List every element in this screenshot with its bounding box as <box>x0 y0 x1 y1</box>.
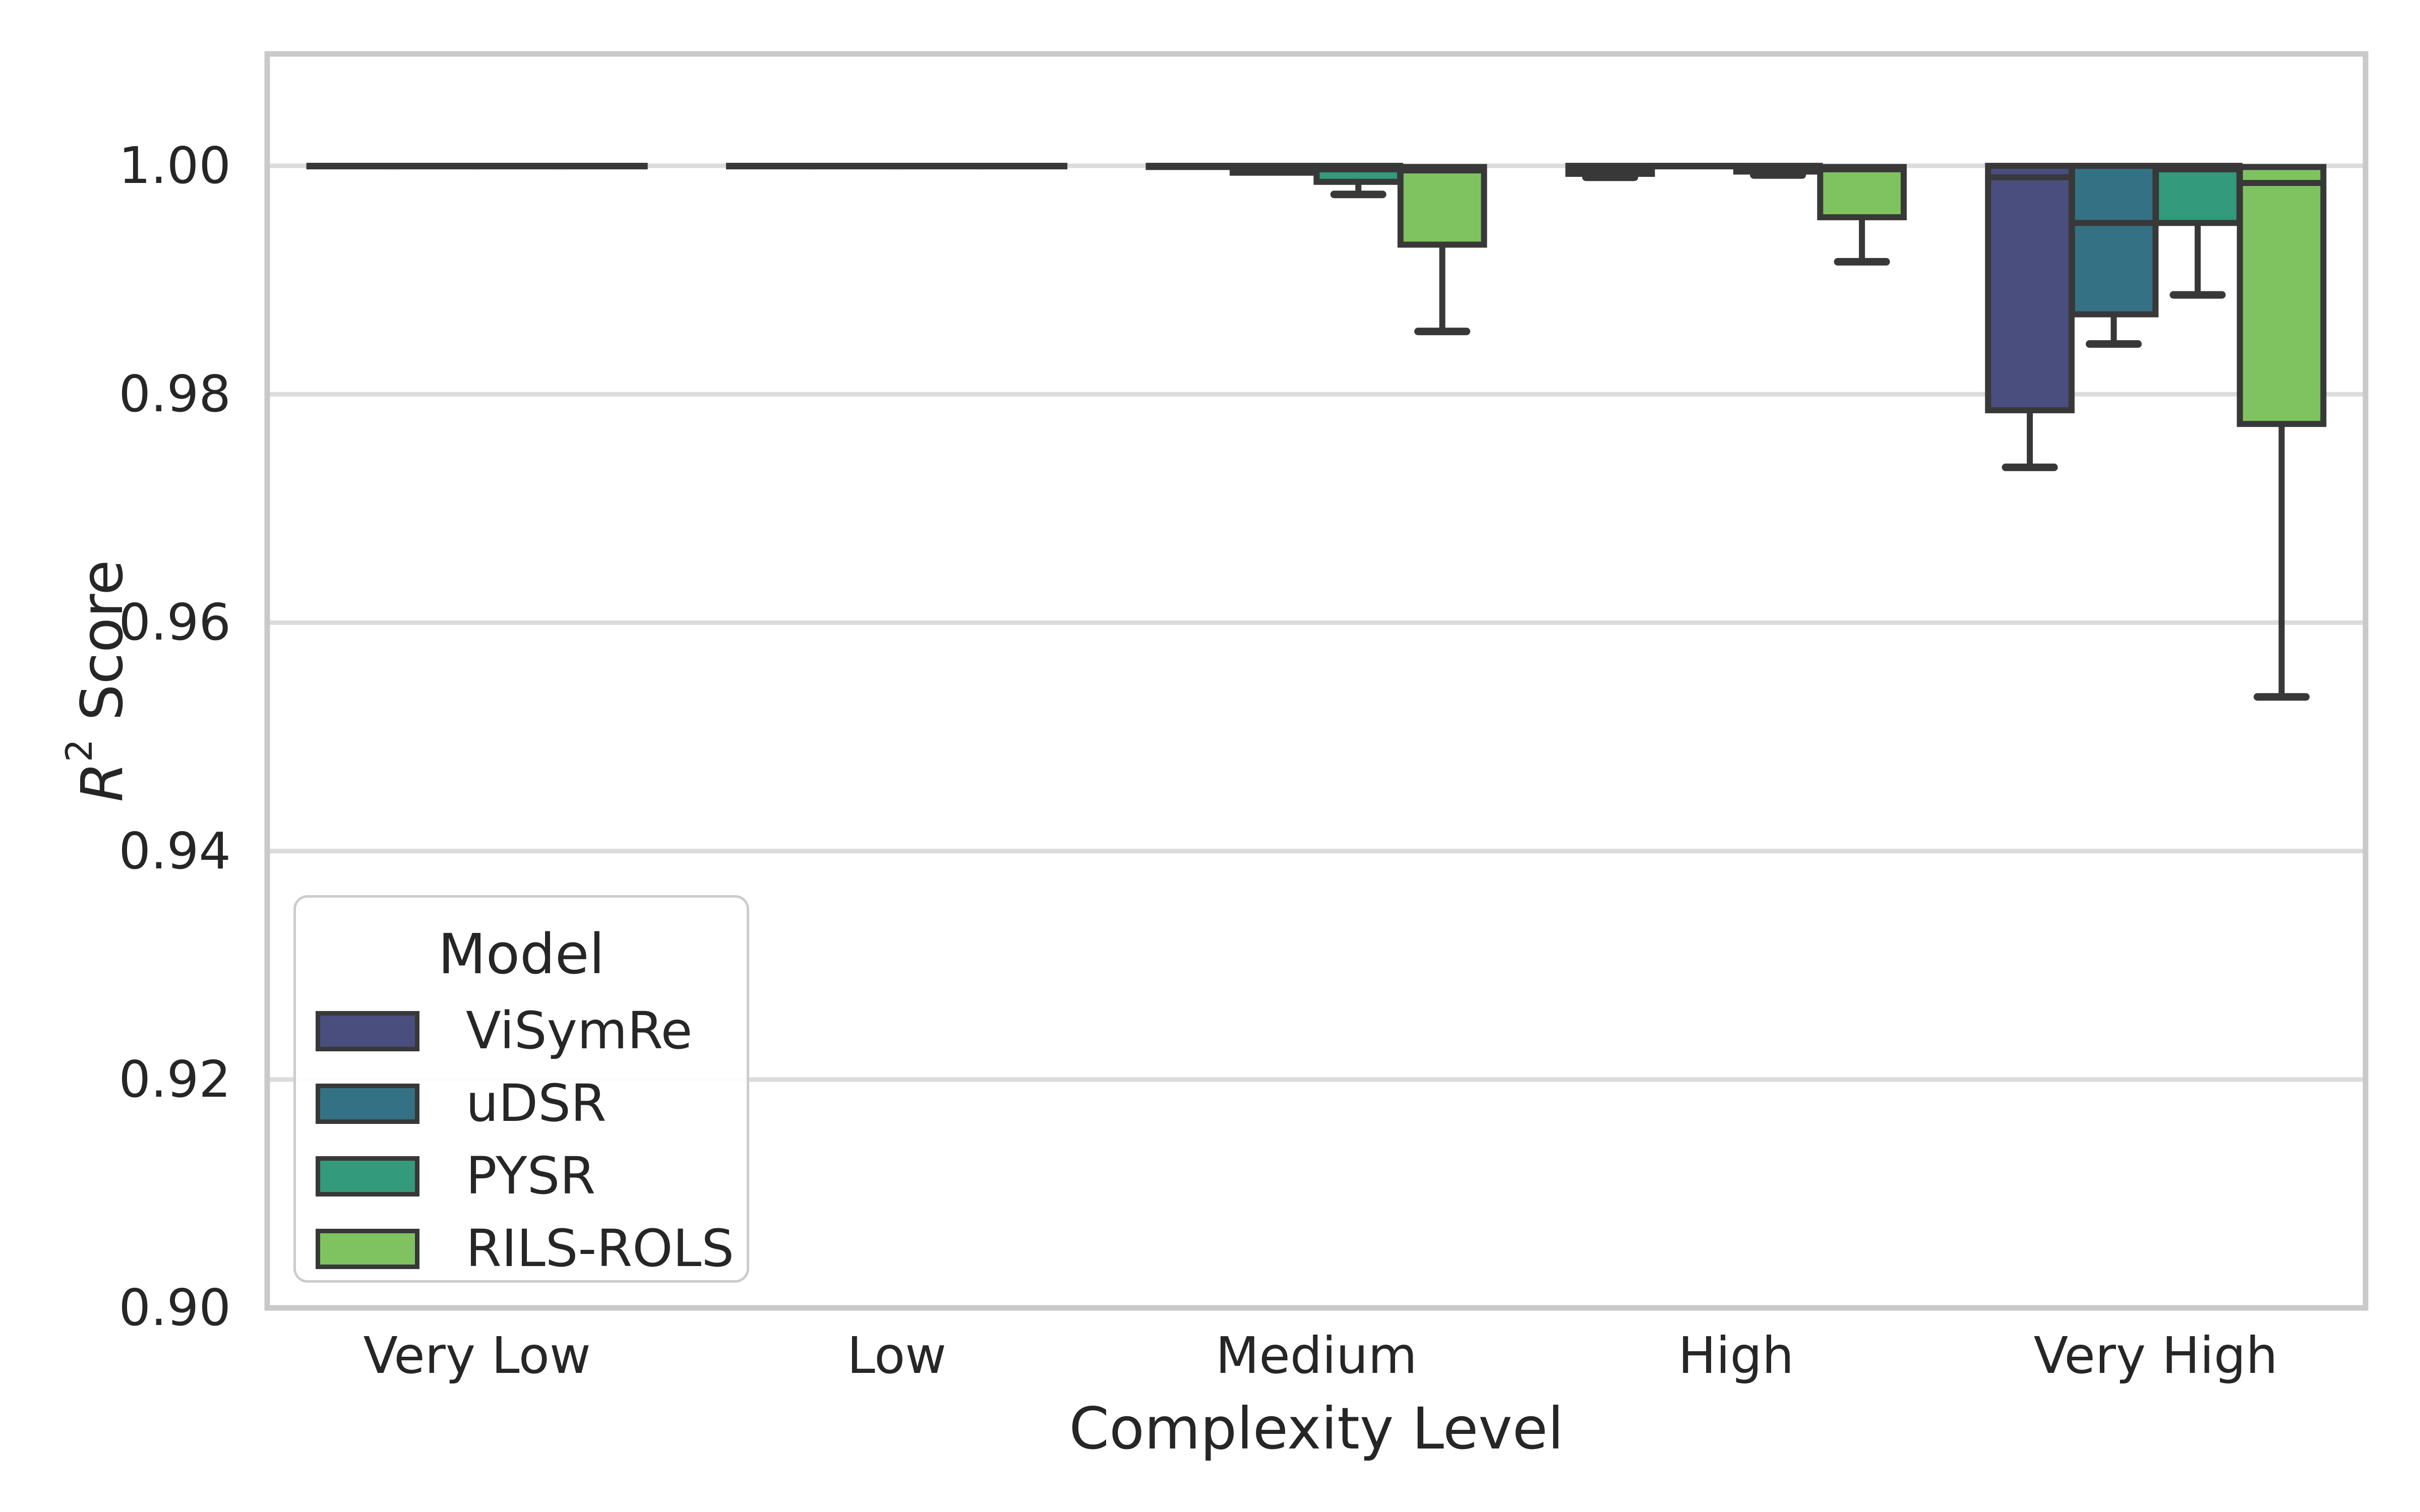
x-tick-label: Low <box>847 1326 947 1385</box>
legend-swatch-RILS-ROLS <box>316 1228 419 1269</box>
legend-item-RILS-ROLS: RILS-ROLS <box>316 1219 734 1279</box>
legend-item-uDSR: uDSR <box>316 1074 607 1133</box>
box-RILS-ROLS-High <box>1817 164 1907 221</box>
box-RILS-ROLS-Very High <box>2236 164 2327 427</box>
legend-swatch-uDSR <box>316 1083 419 1124</box>
legend-label: RILS-ROLS <box>466 1219 735 1279</box>
x-tick-label: Very High <box>2033 1326 2278 1385</box>
y-tick-label: 0.92 <box>118 1049 231 1109</box>
axes-spines <box>264 51 2369 1311</box>
y-tick-label: 0.98 <box>118 364 231 424</box>
box-PYSR-Very High <box>2153 163 2243 226</box>
y-tick-label: 0.96 <box>118 593 231 652</box>
legend-label: uDSR <box>466 1074 607 1133</box>
y-tick-label: 1.00 <box>118 136 231 196</box>
box-ViSymRe-Very High <box>1985 163 2075 413</box>
x-axis-label: Complexity Level <box>1069 1395 1564 1462</box>
legend-item-PYSR: PYSR <box>316 1146 595 1206</box>
x-tick-label: High <box>1678 1326 1794 1385</box>
x-tick-label: Medium <box>1216 1326 1417 1385</box>
legend-item-ViSymRe: ViSymRe <box>316 1001 692 1061</box>
legend: Model ViSymRe uDSR PYSR RILS-ROLS <box>293 895 749 1283</box>
y-axis-label-sup: 2 <box>58 739 100 763</box>
x-tick-label: Very Low <box>363 1326 591 1385</box>
legend-swatch-PYSR <box>316 1156 419 1196</box>
box-uDSR-Very High <box>2069 163 2159 318</box>
legend-label: PYSR <box>466 1146 596 1206</box>
legend-title: Model <box>438 922 605 986</box>
y-axis-label-r: R <box>69 762 136 802</box>
legend-label: ViSymRe <box>466 1001 693 1061</box>
box-RILS-ROLS-Medium <box>1397 164 1487 248</box>
y-tick-label: 0.90 <box>118 1278 231 1337</box>
legend-swatch-ViSymRe <box>316 1011 419 1051</box>
y-tick-label: 0.94 <box>118 821 231 880</box>
